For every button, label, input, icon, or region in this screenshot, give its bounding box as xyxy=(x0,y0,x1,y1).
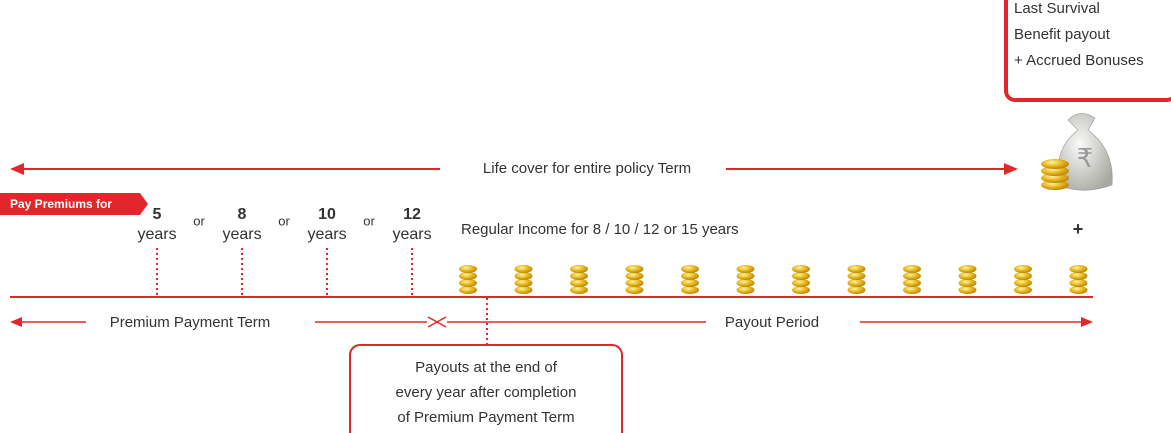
coin xyxy=(1070,272,1088,280)
coin-stack xyxy=(792,265,810,294)
life-cover-label: Life cover for entire policy Term xyxy=(483,160,691,177)
payout-line: every year after completion xyxy=(396,384,577,401)
term-number: 5 xyxy=(153,206,162,223)
coin-stack xyxy=(1070,265,1088,294)
coin-stack xyxy=(681,265,699,294)
connector: or xyxy=(363,213,375,228)
coin xyxy=(1070,265,1088,273)
coin xyxy=(681,272,699,280)
coin xyxy=(1014,265,1032,273)
coin xyxy=(792,272,810,280)
coin xyxy=(626,279,644,287)
coin xyxy=(626,265,644,273)
coin xyxy=(626,286,644,294)
coin xyxy=(792,265,810,273)
coin xyxy=(626,272,644,280)
coin xyxy=(459,279,477,287)
coin xyxy=(903,272,921,280)
bonus-line: Benefit payout xyxy=(1014,26,1111,43)
period-label: Premium Payment Term xyxy=(110,314,271,331)
coin xyxy=(681,279,699,287)
coin xyxy=(459,272,477,280)
coin xyxy=(459,265,477,273)
coin xyxy=(515,265,533,273)
coin xyxy=(848,272,866,280)
coin xyxy=(681,265,699,273)
coin xyxy=(959,286,977,294)
coin xyxy=(1014,279,1032,287)
term-number: 12 xyxy=(403,206,421,223)
coin-stack xyxy=(903,265,921,294)
coin xyxy=(792,279,810,287)
coin-stack xyxy=(848,265,866,294)
payout-line: Payouts at the end of xyxy=(415,359,558,376)
term-unit: years xyxy=(222,226,261,243)
diagram: Last Survival Benefit payout + Accrued B… xyxy=(0,0,1171,433)
coin xyxy=(848,286,866,294)
coin xyxy=(1014,286,1032,294)
coin xyxy=(515,272,533,280)
bonus-line: Last Survival xyxy=(1014,0,1100,17)
coin-stack xyxy=(959,265,977,294)
coin xyxy=(903,265,921,273)
coin xyxy=(903,279,921,287)
coin xyxy=(737,272,755,280)
coin xyxy=(570,265,588,273)
plus-sign: + xyxy=(1073,219,1084,239)
coin xyxy=(1070,279,1088,287)
coin xyxy=(459,286,477,294)
coin-stack xyxy=(570,265,588,294)
term-number: 8 xyxy=(238,206,247,223)
income-label: Regular Income for 8 / 10 / 12 or 15 yea… xyxy=(461,221,739,238)
coin xyxy=(515,286,533,294)
coin xyxy=(792,286,810,294)
coin xyxy=(737,286,755,294)
money-bag: ₹ xyxy=(1041,113,1112,190)
coin-stack xyxy=(515,265,533,294)
payout-line: of Premium Payment Term xyxy=(397,409,574,426)
bag-symbol: ₹ xyxy=(1077,143,1094,173)
term-unit: years xyxy=(307,226,346,243)
coin xyxy=(1014,272,1032,280)
coin xyxy=(903,286,921,294)
coin xyxy=(737,279,755,287)
coin xyxy=(959,265,977,273)
connector: or xyxy=(278,213,290,228)
connector: or xyxy=(193,213,205,228)
coin xyxy=(1070,286,1088,294)
coin xyxy=(737,265,755,273)
coin xyxy=(570,272,588,280)
coin xyxy=(848,279,866,287)
term-unit: years xyxy=(392,226,431,243)
term-number: 10 xyxy=(318,206,336,223)
premium-tag-label: Pay Premiums for xyxy=(10,197,112,211)
coin xyxy=(848,265,866,273)
coin xyxy=(681,286,699,294)
coin xyxy=(570,286,588,294)
coin xyxy=(959,279,977,287)
coin-stack xyxy=(1014,265,1032,294)
term-unit: years xyxy=(137,226,176,243)
coin xyxy=(570,279,588,287)
coin-stack xyxy=(459,265,477,294)
coin xyxy=(515,279,533,287)
period-label: Payout Period xyxy=(725,314,819,331)
coin-stack xyxy=(737,265,755,294)
coin-stack xyxy=(626,265,644,294)
coin xyxy=(959,272,977,280)
bonus-line: + Accrued Bonuses xyxy=(1014,52,1144,69)
